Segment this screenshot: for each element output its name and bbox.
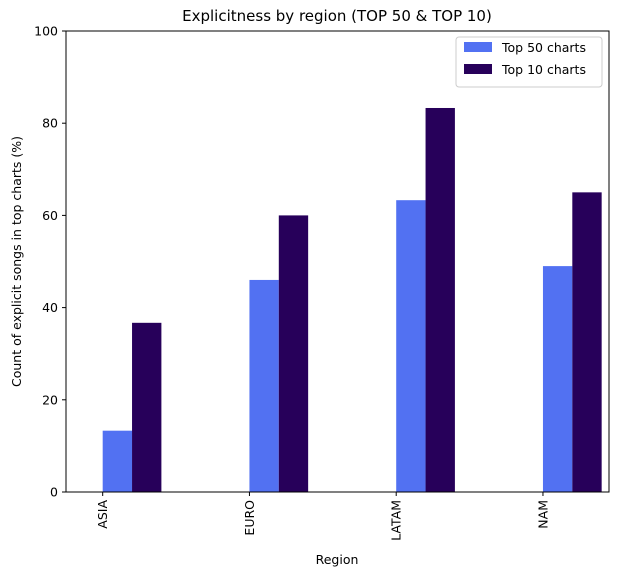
bars-group bbox=[102, 107, 602, 492]
x-axis-label: Region bbox=[316, 552, 359, 567]
y-tick-label: 100 bbox=[34, 24, 58, 39]
legend-swatch bbox=[464, 42, 492, 52]
x-tick-label: EURO bbox=[242, 500, 257, 536]
plot-frame bbox=[65, 30, 610, 493]
legend: Top 50 charts Top 10 charts bbox=[455, 36, 603, 88]
x-tick-label: NAM bbox=[535, 500, 550, 529]
bar-nam-series-2 bbox=[572, 192, 602, 492]
plot-area bbox=[65, 30, 610, 493]
y-tick-label: 80 bbox=[42, 116, 58, 131]
y-tick-label: 40 bbox=[42, 300, 58, 315]
chart-title: Explicitness by region (TOP 50 & TOP 10) bbox=[182, 7, 492, 25]
legend-box bbox=[455, 36, 603, 88]
bar-latam-series-1 bbox=[396, 200, 426, 492]
bar-nam-series-1 bbox=[542, 266, 573, 492]
y-axis-label: Count of explicit songs in top charts (%… bbox=[9, 136, 24, 387]
bar-euro-series-1 bbox=[249, 279, 279, 492]
y-tick-label: 20 bbox=[42, 392, 58, 407]
x-tick-label: LATAM bbox=[389, 500, 404, 541]
bar-euro-series-2 bbox=[278, 215, 309, 492]
y-axis: 0 20 40 60 80 100 bbox=[34, 24, 66, 500]
y-tick-label: 60 bbox=[42, 208, 58, 223]
x-tick-label: ASIA bbox=[95, 500, 110, 529]
legend-swatch bbox=[464, 64, 492, 74]
legend-label: Top 10 charts bbox=[501, 62, 586, 77]
bar-asia-series-1 bbox=[102, 430, 133, 492]
x-axis: ASIA EURO LATAM NAM bbox=[95, 492, 550, 541]
bar-asia-series-2 bbox=[132, 322, 162, 492]
legend-label: Top 50 charts bbox=[501, 40, 586, 55]
y-tick-label: 0 bbox=[50, 485, 58, 500]
bar-latam-series-2 bbox=[425, 107, 455, 492]
